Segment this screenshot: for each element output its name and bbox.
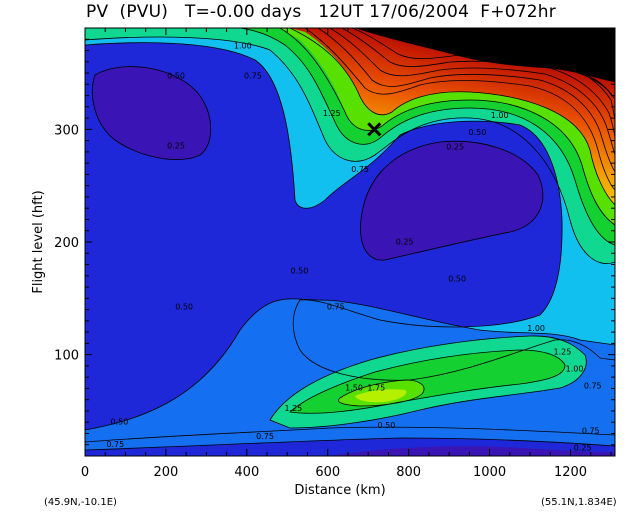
contour-lines (85, 28, 615, 451)
contour-value-label: 0.75 (327, 303, 345, 312)
x-tick-label: 400 (234, 465, 259, 480)
y-axis-label: Flight level (hft) (31, 190, 46, 293)
contour-line (351, 28, 615, 121)
contour-value-label: 1.00 (234, 41, 252, 50)
contour-value-label: 0.75 (244, 72, 262, 81)
start-coordinate-label: (45.9N,-10.1E) (44, 497, 117, 508)
x-tick-label: 1200 (554, 465, 587, 480)
contour-line (85, 426, 615, 443)
contour-band-level-0-bottom (330, 446, 615, 456)
chart-title: PV (PVU) T=-0.00 days 12UT 17/06/2004 F+… (86, 2, 556, 22)
x-axis-label: Distance (km) (294, 483, 385, 498)
contour-value-label: 1.25 (553, 348, 571, 357)
contour-line (85, 42, 615, 381)
contour-value-label: 0.75 (582, 426, 600, 435)
contour-value-label: 0.25 (167, 142, 185, 151)
contour-value-label: 1.00 (527, 324, 545, 333)
contour-value-label: 0.50 (378, 421, 396, 430)
contour-value-label: 0.50 (167, 72, 185, 81)
contour-line (559, 65, 613, 97)
end-coordinate-label: (55.1N,1.834E) (541, 497, 617, 508)
contour-line (279, 28, 615, 226)
contour-value-label: 1.50 (345, 384, 363, 393)
contour-line (85, 437, 615, 451)
contour-value-label: 0.25 (574, 443, 592, 452)
y-tick-label: 300 (54, 123, 79, 138)
contour-line (91, 66, 212, 160)
contour-value-label: 0.50 (448, 274, 466, 283)
contour-line (317, 28, 615, 173)
contour-value-label: 0.75 (106, 440, 124, 449)
contour-value-label: 1.75 (367, 384, 385, 393)
contour-line (289, 28, 615, 206)
y-tick-label: 100 (54, 349, 79, 364)
x-tick-label: 1000 (473, 465, 506, 480)
contour-line (239, 28, 615, 246)
contour-value-label: 0.50 (110, 417, 128, 426)
contour-band-level-0-upper-left (92, 66, 211, 160)
contour-line (329, 28, 615, 156)
contour-value-label: 0.25 (446, 143, 464, 152)
contour-value-label: 1.00 (491, 111, 509, 120)
contour-line (269, 335, 587, 429)
x-tick-label: 0 (81, 465, 89, 480)
x-tick-label: 200 (154, 465, 179, 480)
contour-band-level-0-center (360, 141, 543, 261)
contour-labels: 1.000.50 0.750.251.250.751.000.500.250.25… (106, 41, 601, 452)
x-marker (367, 122, 382, 137)
contour-value-label: 0.75 (584, 381, 602, 390)
contour-value-label: 0.50 (469, 128, 487, 137)
contour-value-label: 0.50 (291, 267, 309, 276)
y-axis-ticks: 100 200 300 (54, 38, 615, 446)
x-axis-ticks: 0 200 400 600 800 1000 1200 (81, 28, 612, 480)
contour-line (304, 28, 615, 191)
contour-band-level-5-small (470, 371, 508, 381)
x-marker-stroke (367, 122, 382, 137)
contour-value-label: 1.25 (284, 404, 302, 413)
contour-value-label: 1.00 (566, 365, 584, 374)
x-tick-label: 600 (315, 465, 340, 480)
contour-line (341, 28, 615, 139)
contour-value-label: 0.25 (396, 237, 414, 246)
contour-value-label: 0.50 (175, 303, 193, 312)
contour-value-label: 1.25 (323, 109, 341, 118)
contour-line (85, 36, 615, 264)
contour-value-label: 0.75 (351, 165, 369, 174)
contour-line (338, 379, 425, 407)
x-tick-label: 800 (396, 465, 421, 480)
contour-value-label: 0.75 (256, 432, 274, 441)
contour-line (85, 298, 615, 431)
contour-line (360, 140, 544, 261)
y-tick-label: 200 (54, 236, 79, 251)
contour-fill-group: 1.000.50 0.750.251.250.751.000.500.250.25… (85, 28, 615, 456)
contour-band-level-7-lower (355, 389, 407, 403)
